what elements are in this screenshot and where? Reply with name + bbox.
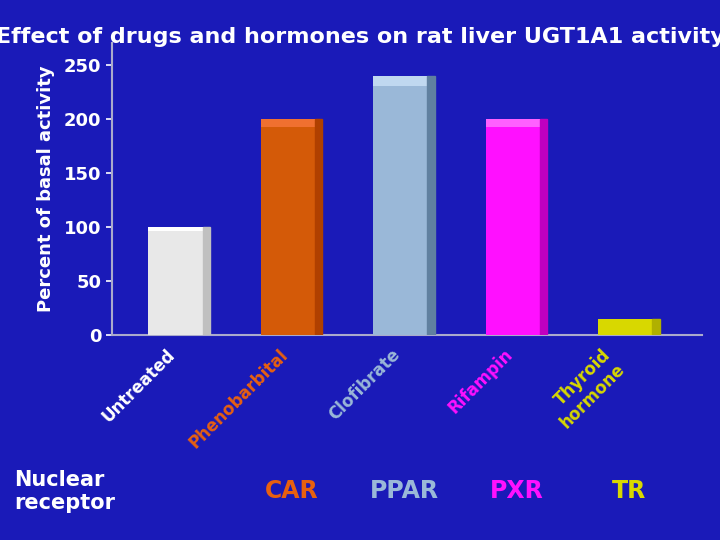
Bar <box>485 119 547 335</box>
Bar <box>148 227 210 231</box>
Text: CAR: CAR <box>265 480 318 503</box>
Text: PPAR: PPAR <box>369 480 438 503</box>
Bar <box>485 119 547 127</box>
Text: Rifampin: Rifampin <box>445 346 516 417</box>
Bar <box>261 119 323 335</box>
Bar <box>540 119 547 335</box>
Text: Effect of drugs and hormones on rat liver UGT1A1 activity: Effect of drugs and hormones on rat live… <box>0 27 720 47</box>
Text: PXR: PXR <box>490 480 544 503</box>
Bar <box>261 119 323 127</box>
Bar <box>148 227 210 335</box>
Bar <box>315 119 323 335</box>
Bar <box>652 319 660 335</box>
Text: Clofibrate: Clofibrate <box>325 346 404 424</box>
Bar <box>373 76 435 86</box>
Text: TR: TR <box>612 480 646 503</box>
Y-axis label: Percent of basal activity: Percent of basal activity <box>37 66 55 312</box>
Bar <box>598 319 660 335</box>
Text: Untreated: Untreated <box>99 346 179 426</box>
Text: Thyroid
hormone: Thyroid hormone <box>542 346 629 432</box>
Bar <box>373 76 435 335</box>
Bar <box>428 76 435 335</box>
Bar <box>202 227 210 335</box>
Text: Nuclear
receptor: Nuclear receptor <box>14 470 115 513</box>
Text: Phenobarbital: Phenobarbital <box>186 346 292 451</box>
